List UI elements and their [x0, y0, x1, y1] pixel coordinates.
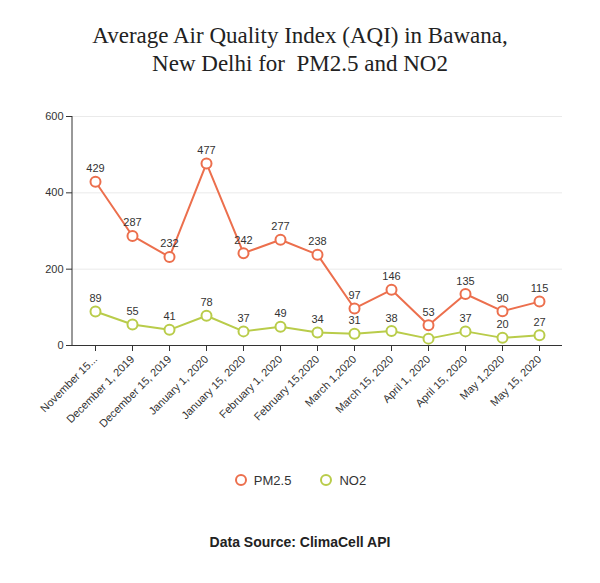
svg-text:477: 477	[197, 144, 215, 156]
html-text:NO2: NO2	[339, 472, 367, 488]
svg-text:May 15, 2020: May 15, 2020	[488, 353, 544, 409]
svg-text:37: 37	[237, 312, 249, 324]
svg-text:90: 90	[496, 292, 508, 304]
svg-text:600: 600	[45, 110, 63, 122]
svg-text:89: 89	[89, 292, 101, 304]
svg-text:27: 27	[533, 316, 545, 328]
svg-text:April 15, 2020: April 15, 2020	[413, 353, 469, 409]
svg-text:146: 146	[382, 270, 400, 282]
svg-text:242: 242	[234, 234, 252, 246]
html-text:Average Air Quality Index (AQI: Average Air Quality Index (AQI) in Bawan…	[92, 23, 508, 76]
svg-text:97: 97	[348, 289, 360, 301]
svg-text:February 1, 2020: February 1, 2020	[217, 353, 285, 421]
svg-text:115: 115	[531, 282, 549, 294]
svg-text:January 15, 2020: January 15, 2020	[179, 353, 248, 422]
svg-text:April 1, 2020: April 1, 2020	[380, 352, 433, 405]
svg-text:55: 55	[126, 305, 138, 317]
svg-text:December 1, 2019: December 1, 2019	[64, 353, 136, 425]
svg-text:34: 34	[311, 313, 323, 325]
svg-text:38: 38	[385, 312, 397, 324]
svg-text:287: 287	[123, 216, 141, 228]
svg-text:20: 20	[496, 318, 508, 330]
svg-text:200: 200	[45, 263, 63, 275]
svg-text:March 15, 2020: March 15, 2020	[333, 353, 396, 416]
svg-text:31: 31	[348, 314, 360, 326]
svg-text:0: 0	[57, 339, 63, 351]
html-text:PM2.5: PM2.5	[253, 472, 292, 488]
svg-text:February 15,2020: February 15,2020	[252, 353, 322, 423]
svg-text:400: 400	[45, 186, 63, 198]
svg-text:238: 238	[308, 235, 326, 247]
svg-text:December 15, 2019: December 15, 2019	[97, 353, 174, 430]
svg-text:53: 53	[422, 306, 434, 318]
svg-text:November 15...: November 15...	[37, 352, 100, 415]
svg-text:January 1, 2020: January 1, 2020	[146, 352, 211, 417]
svg-text:232: 232	[160, 237, 178, 249]
svg-text:429: 429	[86, 162, 104, 174]
svg-text:May 1,2020: May 1,2020	[457, 352, 507, 402]
svg-text:March 1,2020: March 1,2020	[302, 352, 359, 409]
svg-text:49: 49	[274, 307, 286, 319]
svg-text:135: 135	[456, 274, 474, 286]
svg-text:41: 41	[163, 310, 175, 322]
html-text:Data Source: ClimaCell API: Data Source: ClimaCell API	[209, 534, 391, 550]
svg-text:277: 277	[271, 220, 289, 232]
svg-text:78: 78	[200, 296, 212, 308]
svg-text:37: 37	[459, 312, 471, 324]
